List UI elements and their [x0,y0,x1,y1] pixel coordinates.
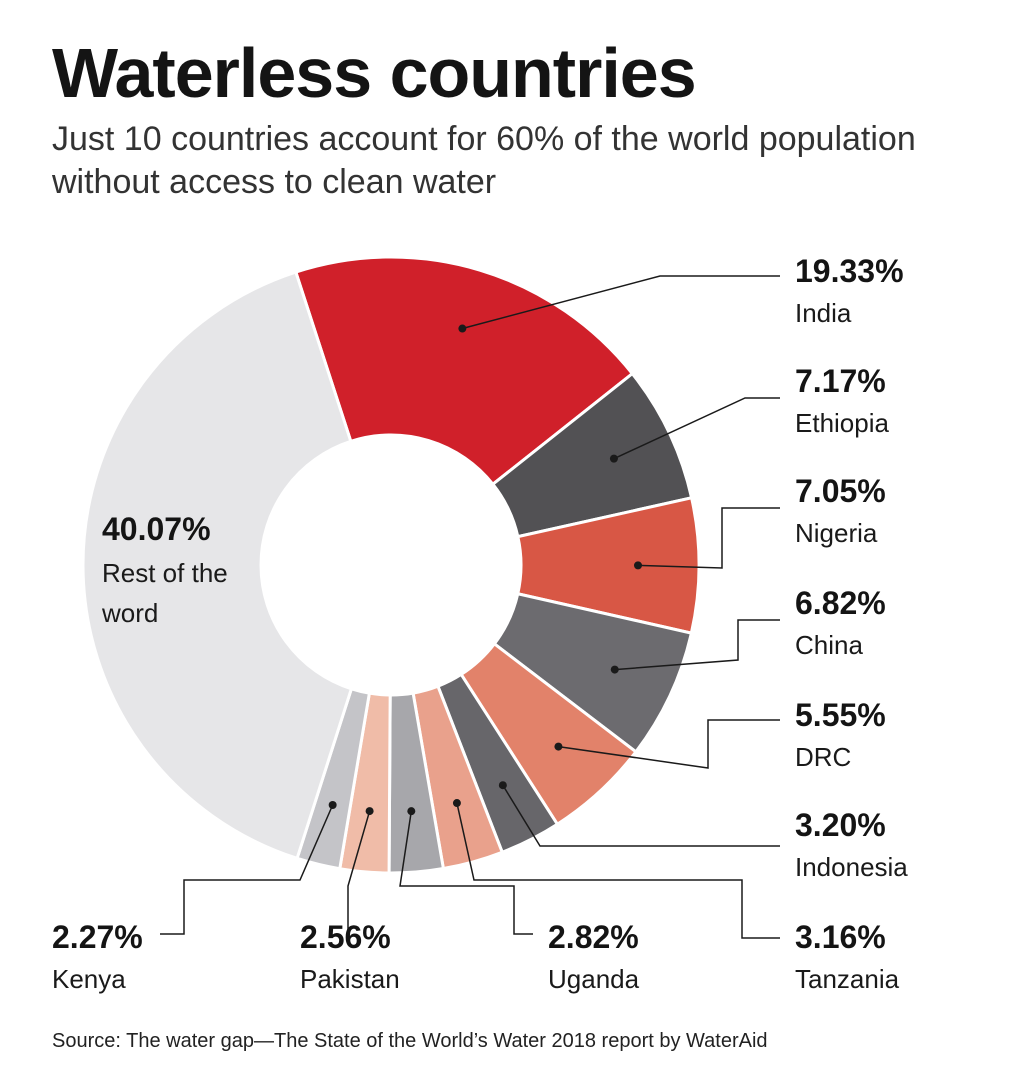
leader-line-nigeria [637,507,780,569]
value-label-drc: 5.55% [795,697,886,733]
chart-subtitle: Just 10 countries account for 60% of the… [52,120,916,201]
category-label-china: China [795,630,863,660]
value-label-ethiopia: 7.17% [795,363,886,399]
slice-labels: 19.33% India 7.17% Ethiopia 7.05% Nigeria 6.82… [52,253,908,994]
slice-rest-of-the-word [81,270,354,861]
leader-line-uganda [399,811,533,935]
leader-line-china [614,619,780,671]
value-label-rest-of-the-word: 40.07% [102,511,211,547]
category-label-pakistan: Pakistan [300,964,400,994]
value-label-pakistan: 2.56% [300,919,391,955]
value-label-nigeria: 7.05% [795,473,886,509]
leader-line-kenya [160,804,334,935]
category-label-rest-of-the-word: Rest of the word [101,558,228,628]
value-label-kenya: 2.27% [52,919,143,955]
value-label-tanzania: 3.16% [795,919,886,955]
value-label-indonesia: 3.20% [795,807,886,843]
category-label-drc: DRC [795,742,851,772]
value-label-uganda: 2.82% [548,919,639,955]
leader-line-indonesia [502,784,780,847]
leader-line-pakistan [347,810,371,934]
leader-line-drc [558,719,780,769]
donut-slices [81,255,701,875]
slice-india [293,255,635,487]
leader-lines [160,275,780,939]
value-label-china: 6.82% [795,585,886,621]
source-note: Source: The water gap—The State of the W… [52,1030,768,1052]
leader-line-tanzania [456,802,780,939]
leader-line-india [462,275,780,330]
leader-line-ethiopia [613,397,780,460]
category-label-nigeria: Nigeria [795,518,878,548]
chart-title: Waterless countries [52,34,697,112]
category-label-kenya: Kenya [52,964,126,994]
category-label-uganda: Uganda [548,964,640,994]
category-label-india: India [795,298,852,328]
value-label-india: 19.33% [795,253,904,289]
category-label-ethiopia: Ethiopia [795,408,889,438]
category-label-tanzania: Tanzania [795,964,900,994]
category-label-indonesia: Indonesia [795,852,908,882]
